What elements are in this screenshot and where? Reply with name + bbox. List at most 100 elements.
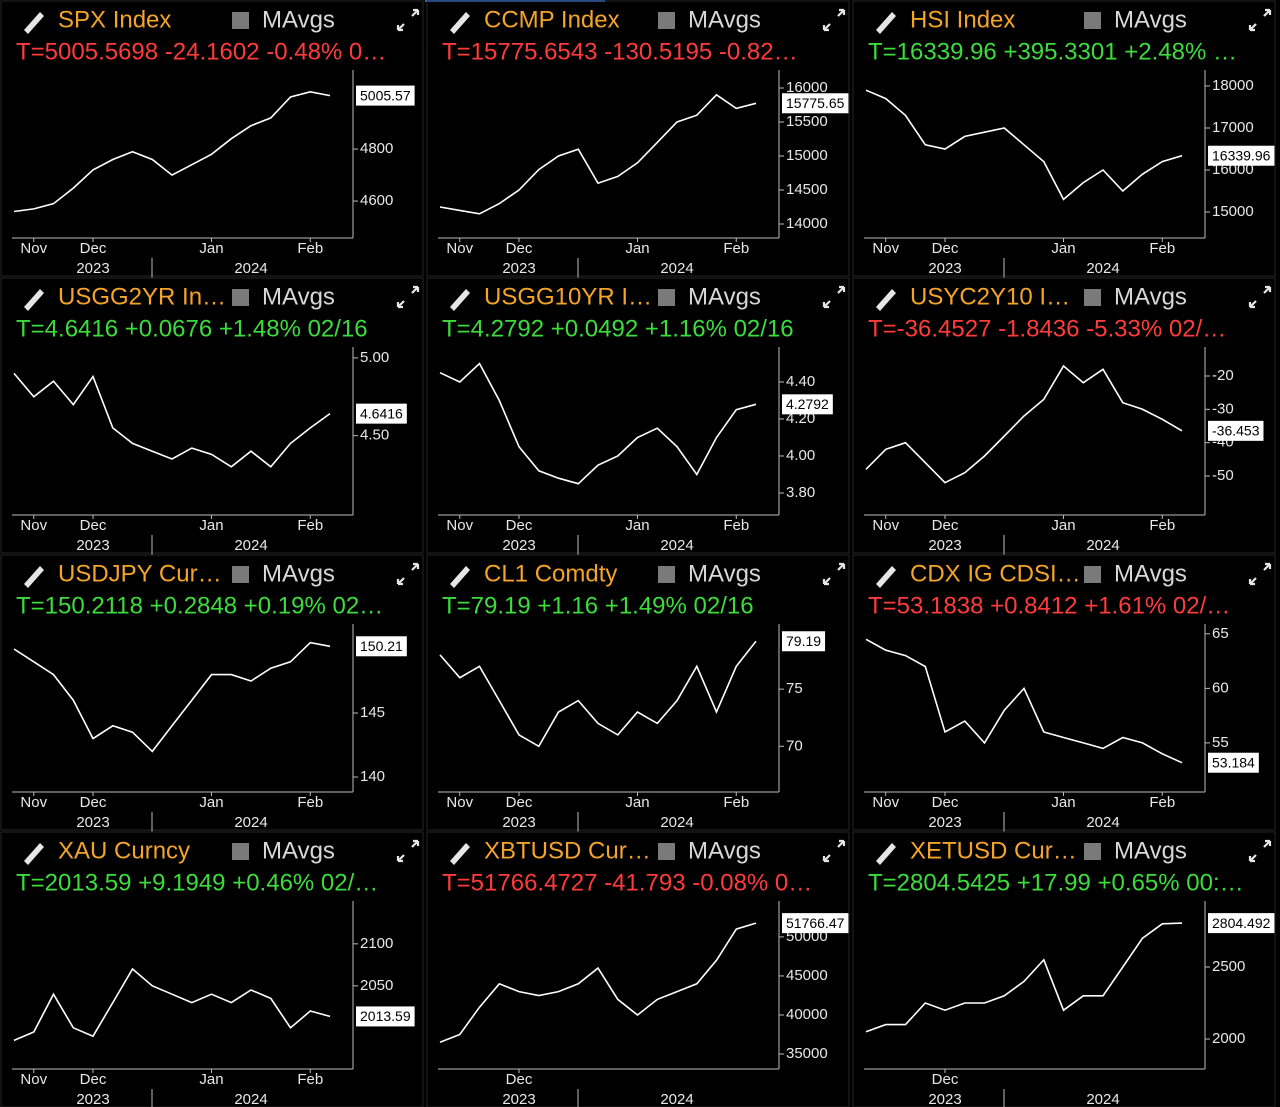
- x-tick-label: Nov: [20, 240, 47, 257]
- expand-icon[interactable]: [396, 8, 420, 32]
- x-tick-label: Jan: [1051, 517, 1075, 534]
- expand-icon[interactable]: [822, 285, 846, 309]
- x-tick-label: Dec: [506, 1071, 533, 1088]
- toggle-checkbox[interactable]: [658, 843, 675, 860]
- chart-panel: HSI Index MAvgs T=16339.96 +395.3301 +2.48…: [852, 0, 1276, 278]
- edit-icon[interactable]: [24, 843, 44, 865]
- last-value-label: 2013.59: [360, 1008, 411, 1024]
- y-tick-label: 15000: [1212, 203, 1254, 220]
- year-label: 2024: [234, 814, 267, 831]
- toggle-label: MAvgs: [1114, 560, 1187, 587]
- header-quote: T=16339.96 +395.3301 +2.48% …: [868, 38, 1237, 65]
- chart-panel: CL1 Comdty MAvgs T=79.19 +1.16 +1.49% 02/1…: [426, 554, 850, 832]
- year-label: 2024: [234, 1091, 267, 1107]
- expand-icon[interactable]: [822, 8, 846, 32]
- last-value-label: 2804.492: [1212, 915, 1271, 931]
- y-tick-label: 14000: [786, 215, 828, 232]
- edit-icon[interactable]: [876, 12, 896, 34]
- year-label: 2023: [76, 260, 109, 277]
- chart-panel: USDJPY Cur… MAvgs T=150.2118 +0.2848 +0.19…: [0, 554, 424, 832]
- y-tick-label: 2500: [1212, 958, 1245, 975]
- header-quote: T=-36.4527 -1.8436 -5.33% 02/…: [868, 315, 1226, 342]
- year-label: 2024: [660, 260, 693, 277]
- edit-icon[interactable]: [450, 289, 470, 311]
- expand-icon[interactable]: [1248, 562, 1272, 586]
- y-tick-label: 140: [360, 768, 385, 785]
- x-tick-label: Dec: [506, 240, 533, 257]
- edit-icon[interactable]: [24, 12, 44, 34]
- chart-panel: XETUSD Cur… MAvgs T=2804.5425 +17.99 +0.65…: [852, 831, 1276, 1107]
- last-value-box: [1208, 913, 1275, 934]
- x-tick-label: Dec: [932, 240, 959, 257]
- toggle-checkbox[interactable]: [658, 289, 675, 306]
- expand-icon[interactable]: [396, 285, 420, 309]
- expand-icon[interactable]: [1248, 285, 1272, 309]
- expand-icon[interactable]: [1248, 839, 1272, 863]
- toggle-checkbox[interactable]: [658, 12, 675, 29]
- toggle-checkbox[interactable]: [232, 12, 249, 29]
- toggle-checkbox[interactable]: [1084, 289, 1101, 306]
- toggle-checkbox[interactable]: [1084, 843, 1101, 860]
- x-tick-label: Feb: [297, 517, 323, 534]
- y-tick-label: 35000: [786, 1045, 828, 1062]
- x-tick-label: Nov: [20, 1071, 47, 1088]
- expand-icon[interactable]: [396, 562, 420, 586]
- y-tick-label: 2100: [360, 935, 393, 952]
- toggle-checkbox[interactable]: [658, 566, 675, 583]
- year-label: 2023: [928, 1091, 961, 1107]
- expand-icon[interactable]: [1248, 8, 1272, 32]
- edit-icon[interactable]: [876, 289, 896, 311]
- chart-panel: USGG10YR I… MAvgs T=4.2792 +0.0492 +1.16% …: [426, 277, 850, 555]
- panel-border: [0, 831, 424, 1107]
- last-value-label: -36.453: [1212, 423, 1260, 439]
- edit-icon[interactable]: [450, 843, 470, 865]
- x-tick-label: Jan: [199, 517, 223, 534]
- chart-panel: USGG2YR In… MAvgs T=4.6416 +0.0676 +1.48% …: [0, 277, 424, 555]
- y-tick-label: 145: [360, 704, 385, 721]
- edit-icon[interactable]: [24, 566, 44, 588]
- price-line: [865, 364, 1183, 484]
- expand-icon[interactable]: [396, 839, 420, 863]
- y-tick-label: 4.00: [786, 447, 815, 464]
- toggle-checkbox[interactable]: [232, 566, 249, 583]
- x-tick-label: Nov: [20, 517, 47, 534]
- toggle-label: MAvgs: [262, 6, 335, 33]
- chart-panel: USYC2Y10 I… MAvgs T=-36.4527 -1.8436 -5.33…: [852, 277, 1276, 555]
- last-value-box: [782, 394, 833, 415]
- chart-panel: CCMP Index MAvgs T=15775.6543 -130.5195 -0…: [426, 0, 850, 278]
- chart-title: XAU Curncy: [58, 837, 190, 864]
- year-label: 2024: [1086, 260, 1119, 277]
- expand-icon[interactable]: [822, 839, 846, 863]
- y-tick-label: 17000: [1212, 119, 1254, 136]
- y-tick-label: 15000: [786, 147, 828, 164]
- price-line: [439, 362, 757, 485]
- year-label: 2023: [76, 537, 109, 554]
- panel-border: [426, 554, 850, 831]
- header-quote: T=51766.4727 -41.793 -0.08% 0…: [442, 869, 812, 896]
- x-tick-label: Dec: [80, 794, 107, 811]
- expand-icon[interactable]: [822, 562, 846, 586]
- last-value-label: 51766.47: [786, 915, 845, 931]
- edit-icon[interactable]: [876, 566, 896, 588]
- toggle-checkbox[interactable]: [232, 289, 249, 306]
- x-tick-label: Feb: [1149, 517, 1175, 534]
- edit-icon[interactable]: [24, 289, 44, 311]
- x-tick-label: Nov: [446, 794, 473, 811]
- year-label: 2024: [234, 260, 267, 277]
- edit-icon[interactable]: [876, 843, 896, 865]
- toggle-checkbox[interactable]: [1084, 566, 1101, 583]
- y-tick-label: 18000: [1212, 77, 1254, 94]
- price-line: [439, 93, 757, 215]
- header-quote: T=53.1838 +0.8412 +1.61% 02/…: [868, 592, 1230, 619]
- price-line: [13, 90, 331, 213]
- y-tick-label: 14500: [786, 181, 828, 198]
- y-tick-label: 5.00: [360, 349, 389, 366]
- toggle-checkbox[interactable]: [1084, 12, 1101, 29]
- edit-icon[interactable]: [450, 12, 470, 34]
- year-label: 2024: [660, 1091, 693, 1107]
- edit-icon[interactable]: [450, 566, 470, 588]
- toggle-checkbox[interactable]: [232, 843, 249, 860]
- last-value-box: [1208, 420, 1264, 441]
- price-line: [13, 641, 331, 753]
